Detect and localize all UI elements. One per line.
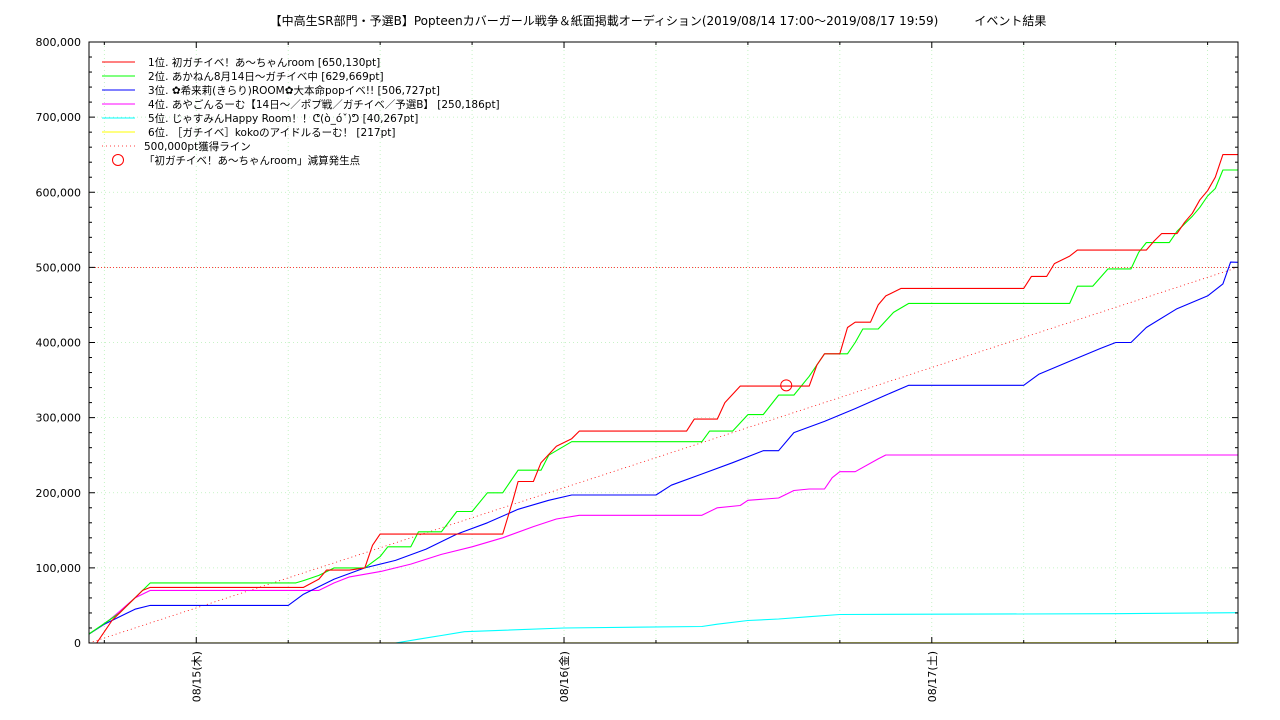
series-line-2 xyxy=(88,169,1238,635)
series-line-5 xyxy=(395,612,1239,644)
series-line-3 xyxy=(88,261,1239,635)
grid xyxy=(89,42,1238,643)
y-tick-label: 800,000 xyxy=(36,36,82,49)
event-marker xyxy=(780,379,793,392)
legend-label-5: 5位. じゃすみんHappy Room！！ᕦ(ò_óˇ)ᕤ [40,267pt] xyxy=(148,112,418,125)
x-tick-label: 08/15(木) xyxy=(190,651,203,702)
y-tick-label: 200,000 xyxy=(36,487,82,500)
legend-label-4: 4位. あやごんるーむ【14日〜／ポプ戦／ガチイベ／予選B】 [250,186p… xyxy=(148,98,500,111)
legend-label-3: 3位. ✿希来莉(きらり)ROOM✿大本命popイベ!! [506,727pt] xyxy=(148,84,440,97)
legend-label-marker: 「初ガチイベ！あ〜ちゃんroom」減算発生点 xyxy=(144,154,360,167)
pace-reference-line xyxy=(88,266,1239,644)
event-marker-layer xyxy=(780,379,793,392)
series-line-1 xyxy=(96,154,1238,644)
legend: 1位. 初ガチイベ！あ〜ちゃんroom [650,130pt]2位. あかねん8… xyxy=(102,56,500,167)
y-tick-label: 700,000 xyxy=(36,111,82,124)
y-tick-label: 400,000 xyxy=(36,337,82,350)
legend-label-6: 6位. ［ガチイベ］kokoのアイドルるーむ！ [217pt] xyxy=(148,126,395,139)
y-tick-label: 600,000 xyxy=(36,186,82,199)
axes: 0 100,000 200,000 300,000 400,000 500,000 600,… xyxy=(36,36,1238,702)
legend-label-2: 2位. あかねん8月14日〜ガチイベ中 [629,669pt] xyxy=(148,70,384,83)
legend-swatch-marker xyxy=(112,154,124,166)
legend-label-reference: 500,000pt獲得ライン xyxy=(144,140,251,153)
x-tick-label: 08/16(金) xyxy=(557,651,571,702)
y-tick-label: 0 xyxy=(74,637,81,650)
series-layer xyxy=(88,154,1239,644)
chart-title: 【中高生SR部門・予選B】Popteenカバーガール戦争＆紙面掲載オーディション… xyxy=(270,13,1047,28)
legend-label-1: 1位. 初ガチイベ！あ〜ちゃんroom [650,130pt] xyxy=(148,56,380,69)
series-line-4 xyxy=(88,454,1238,635)
y-tick-label: 300,000 xyxy=(36,412,82,425)
y-tick-label: 500,000 xyxy=(36,261,82,274)
reference-lines xyxy=(88,266,1239,644)
y-tick-label: 100,000 xyxy=(36,562,82,575)
x-tick-label: 08/17(土) xyxy=(926,651,939,702)
